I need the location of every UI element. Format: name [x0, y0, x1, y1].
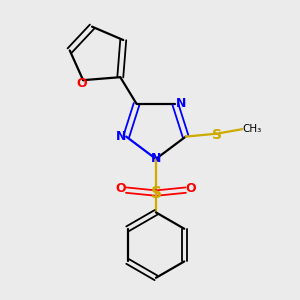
Text: S: S — [212, 128, 222, 142]
Text: N: N — [176, 98, 186, 110]
Text: O: O — [116, 182, 126, 195]
Text: O: O — [76, 76, 87, 90]
Text: N: N — [151, 152, 161, 165]
Text: CH₃: CH₃ — [242, 124, 261, 134]
Text: O: O — [186, 182, 196, 195]
Text: S: S — [150, 186, 161, 201]
Text: N: N — [116, 130, 126, 143]
